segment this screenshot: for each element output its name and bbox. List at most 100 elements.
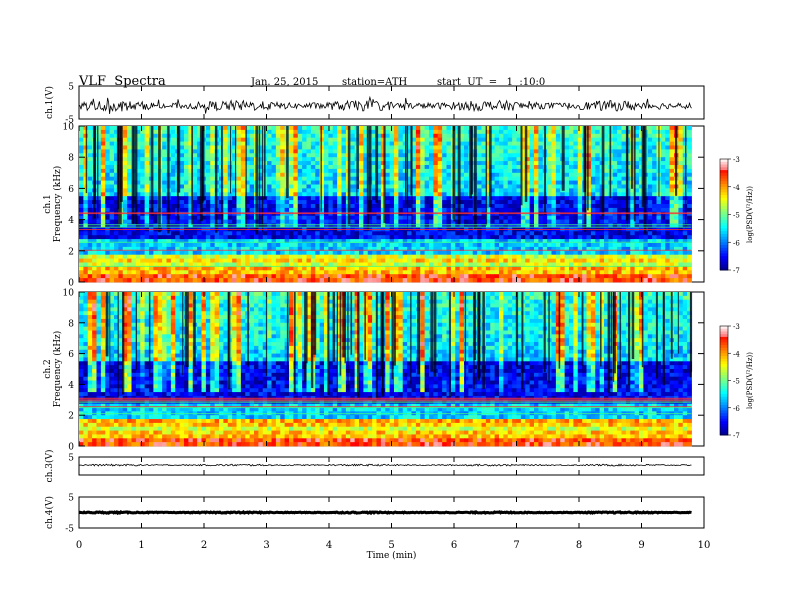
spectrogram-cell [92,262,97,267]
spectrogram-cell [188,165,194,170]
spectrogram-cell [604,157,609,162]
spectrogram-cell [350,126,356,131]
spectrogram-cell [485,219,491,224]
spectrogram-cell [328,141,334,146]
spectrogram-cell [87,204,93,209]
spectrogram-cell [455,207,461,213]
spectrogram-cell [328,250,334,256]
spectrogram-cell [319,239,325,244]
spectrogram-cell [429,165,434,170]
spectrogram-cell [599,250,605,256]
spectrogram-cell [376,250,382,256]
spectrogram-cell [455,219,461,224]
spectrogram-cell [153,188,159,193]
spectrogram-cell [332,157,338,162]
spectrogram-cell [162,250,167,256]
spectrogram-cell [687,149,692,154]
spectrogram-cell [170,204,176,209]
spectrogram-cell [573,172,579,178]
spectrogram-cell [179,145,185,150]
spectrogram-cell [162,204,167,209]
spectrogram-cell [678,184,684,189]
spectrogram-cell [92,250,97,256]
spectrogram-cell [446,219,452,224]
spectrogram-cell [363,188,369,193]
spectrogram-cell [547,176,552,181]
spectrogram-cell [372,180,377,185]
spectrogram-cell [328,145,334,150]
spectrogram-cell [249,243,255,248]
spectrogram-cell [297,231,303,236]
spectrogram-cell [293,254,299,259]
spectrogram-cell [306,141,312,146]
spectrogram-cell [442,157,447,162]
spectrogram-cell [258,254,264,259]
spectrogram-cell [205,200,211,205]
spectrogram-cell [678,223,684,228]
spectrogram-cell [507,141,513,146]
spectrogram-cell [232,145,237,150]
spectrogram-cell [446,126,452,131]
spectrogram-cell [157,231,163,236]
spectrogram-cell [184,126,189,131]
spectrogram-cell [201,215,207,220]
spectrogram-cell [446,215,452,220]
spectrogram-cell [687,246,692,252]
spectrogram-cell [184,192,189,197]
spectrogram-cell [306,250,312,256]
spectrogram-cell [114,239,119,244]
spectrogram-cell [634,219,640,224]
spectrogram-cell [665,207,671,213]
spectrogram-cell [394,258,399,263]
spectrogram-cell [534,153,539,158]
spectrogram-cell [319,250,325,256]
spectrogram-cell [437,246,443,252]
spectrogram-cell [573,250,579,256]
spectrogram-cell [184,141,189,146]
spectrogram-cell [83,262,89,267]
spectrogram-cell [687,168,692,174]
spectrogram-cell [512,176,517,181]
spectrogram-cell [512,126,517,131]
spectrogram-cell [569,161,574,166]
spectrogram-cell [192,165,198,170]
spectrogram-cell [376,172,382,178]
spectrogram-cell [245,188,251,193]
spectrogram-cell [114,165,119,170]
spectrogram-cell [529,207,535,213]
spectrogram-cell [621,243,627,248]
spectrogram-cell [184,207,189,213]
spectrogram-cell [332,161,338,166]
spectrogram-cell [442,258,447,263]
spectrogram-cell [573,145,579,150]
spectrogram-cell [595,176,601,181]
spectrogram-cell [669,176,675,181]
spectrogram-cell [197,262,202,267]
spectrogram-cell [267,243,272,248]
spectrogram-cell [564,258,570,263]
spectrogram-cell [179,133,185,139]
spectrogram-cell [245,126,251,131]
spectrogram-cell [542,239,548,244]
spectrogram-cell [122,137,128,142]
spectrogram-cell [302,219,307,224]
spectrogram-cell [280,223,286,228]
spectrogram-cell [516,219,522,224]
spectrogram-cell [647,184,653,189]
spectrogram-cell [582,231,587,236]
spectrogram-cell [534,258,539,263]
spectrogram-cell [481,243,487,248]
spectrogram-cell [477,137,482,142]
spectrogram-cell [79,149,84,154]
spectrogram-cell [372,176,377,181]
spectrogram-cell [534,126,539,131]
spectrogram-cell [429,196,434,201]
spectrogram-cell [634,126,640,131]
spectrogram-cell [192,235,198,240]
spectrogram-cell [665,192,671,197]
spectrogram-cell [678,176,684,181]
spectrogram-cell [687,231,692,236]
spectrogram-cell [341,262,347,267]
spectrogram-cell [96,161,102,166]
spectrogram-cell [507,137,513,142]
